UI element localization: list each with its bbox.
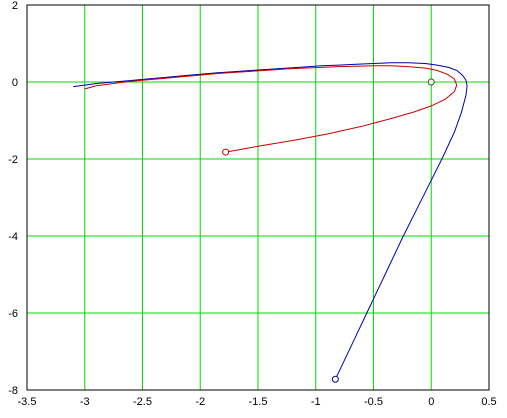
x-tick-label: -1.5	[249, 396, 268, 408]
series-start-marker-1	[222, 148, 230, 156]
marker-layer	[222, 78, 435, 383]
x-tick-label: 0.5	[481, 396, 496, 408]
series-line-0	[73, 62, 468, 380]
x-tick-label: -2.5	[133, 396, 152, 408]
x-tick-label: -0.5	[364, 396, 383, 408]
y-tick-labels: -8 -6 -4 -2 0 2	[8, 0, 18, 397]
x-tick-label: -1	[311, 396, 321, 408]
x-tick-label: -2	[195, 396, 205, 408]
y-tick-label: -4	[8, 231, 18, 243]
series-line-1	[84, 65, 458, 153]
grid-lines	[27, 5, 489, 390]
y-tick-label: -2	[8, 154, 18, 166]
y-tick-label: -6	[8, 308, 18, 320]
y-tick-label: -8	[8, 385, 18, 397]
x-tick-label: -3.5	[18, 396, 37, 408]
plot-frame	[26, 4, 490, 391]
x-tick-labels: -3.5 -3 -2.5 -2 -1.5 -1 -0.5 0 0.5	[18, 396, 497, 408]
x-tick-label: -3	[80, 396, 90, 408]
series-start-marker-0	[331, 375, 339, 383]
series-layer	[73, 62, 468, 380]
point-marker-0	[427, 78, 435, 86]
x-tick-label: 0	[428, 396, 434, 408]
y-tick-label: 2	[12, 0, 18, 12]
y-tick-label: 0	[12, 77, 18, 89]
